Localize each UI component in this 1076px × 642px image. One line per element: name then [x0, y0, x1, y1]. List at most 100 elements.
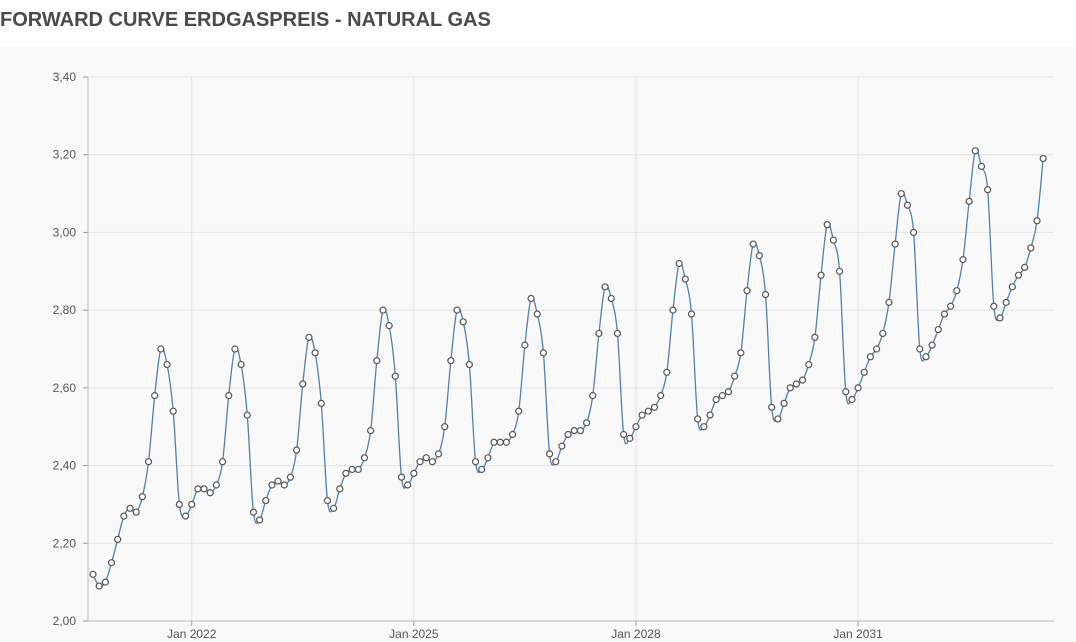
data-point[interactable] [114, 535, 122, 544]
data-point[interactable] [706, 411, 714, 419]
data-point[interactable] [835, 267, 844, 275]
data-point[interactable] [126, 504, 134, 512]
data-point[interactable] [416, 458, 424, 466]
data-point[interactable] [910, 228, 918, 237]
data-point[interactable] [255, 516, 264, 524]
data-point[interactable] [181, 512, 190, 520]
data-point[interactable] [1027, 244, 1035, 252]
data-point[interactable] [95, 582, 103, 590]
data-point[interactable] [262, 496, 270, 505]
data-point[interactable] [533, 310, 541, 318]
data-point[interactable] [663, 368, 671, 376]
data-point[interactable] [459, 318, 467, 326]
data-point[interactable] [632, 423, 640, 431]
data-point[interactable] [650, 403, 659, 411]
data-point[interactable] [570, 427, 578, 435]
data-point[interactable] [687, 310, 696, 318]
data-point[interactable] [724, 388, 733, 396]
data-point[interactable] [422, 454, 430, 462]
data-point[interactable] [866, 353, 875, 361]
data-point[interactable] [552, 458, 560, 466]
data-point[interactable] [620, 430, 628, 439]
data-point[interactable] [589, 392, 597, 400]
data-point[interactable] [613, 329, 622, 338]
data-point[interactable] [268, 481, 276, 489]
data-point[interactable] [410, 469, 418, 477]
data-point[interactable] [478, 465, 486, 474]
data-point[interactable] [854, 384, 862, 392]
data-point[interactable] [354, 465, 362, 474]
data-point[interactable] [657, 392, 665, 400]
data-point[interactable] [903, 201, 912, 209]
data-point[interactable] [434, 450, 443, 458]
data-point[interactable] [564, 430, 572, 439]
data-point[interactable] [206, 489, 214, 497]
data-point[interactable] [644, 407, 652, 415]
data-point[interactable] [293, 446, 301, 454]
data-point[interactable] [805, 360, 813, 369]
data-point[interactable] [1014, 271, 1023, 279]
data-point[interactable] [922, 353, 930, 361]
data-point[interactable] [768, 403, 776, 411]
data-point[interactable] [712, 395, 720, 404]
data-point[interactable] [1033, 217, 1041, 225]
data-point[interactable] [527, 294, 535, 303]
data-point[interactable] [737, 349, 745, 357]
data-point[interactable] [694, 415, 702, 423]
data-point[interactable] [212, 481, 220, 489]
data-point[interactable] [953, 287, 961, 295]
data-point[interactable] [947, 302, 955, 310]
data-point[interactable] [231, 345, 239, 353]
data-point[interactable] [243, 411, 251, 419]
data-point[interactable] [330, 504, 338, 512]
data-point[interactable] [441, 423, 449, 431]
data-point[interactable] [798, 376, 807, 384]
data-point[interactable] [761, 291, 770, 299]
data-point[interactable] [120, 512, 128, 520]
data-point[interactable] [774, 415, 782, 423]
data-point[interactable] [1002, 298, 1010, 306]
data-point[interactable] [996, 314, 1004, 322]
data-point[interactable] [897, 189, 905, 198]
data-point[interactable] [984, 186, 992, 194]
data-point[interactable] [249, 508, 258, 516]
data-point[interactable] [144, 458, 153, 466]
data-point[interactable] [311, 349, 319, 357]
data-point[interactable] [484, 454, 492, 462]
data-point[interactable] [379, 306, 387, 314]
data-point[interactable] [829, 236, 838, 244]
data-point[interactable] [817, 271, 825, 279]
data-point[interactable] [879, 329, 887, 338]
data-point[interactable] [465, 360, 473, 369]
data-point[interactable] [842, 388, 850, 396]
data-point[interactable] [496, 438, 504, 446]
data-point[interactable] [675, 259, 683, 268]
data-point[interactable] [669, 306, 677, 314]
data-point[interactable] [274, 477, 282, 485]
data-point[interactable] [107, 559, 116, 567]
data-point[interactable] [1008, 283, 1016, 291]
data-point[interactable] [490, 438, 498, 446]
data-point[interactable] [132, 508, 140, 516]
data-point[interactable] [891, 240, 899, 248]
data-point[interactable] [539, 349, 548, 357]
data-point[interactable] [626, 434, 634, 442]
data-point[interactable] [743, 287, 751, 295]
data-point[interactable] [990, 302, 998, 310]
data-point[interactable] [582, 419, 591, 427]
data-point[interactable] [101, 578, 109, 586]
data-point[interactable] [471, 458, 480, 466]
data-point[interactable] [965, 197, 973, 205]
data-point[interactable] [447, 357, 455, 365]
data-point[interactable] [860, 368, 868, 376]
data-point[interactable] [576, 427, 585, 435]
data-point[interactable] [218, 458, 227, 466]
data-point[interactable] [780, 399, 788, 407]
data-point[interactable] [607, 294, 615, 303]
data-point[interactable] [515, 407, 523, 415]
data-point[interactable] [521, 341, 529, 349]
data-point[interactable] [391, 372, 399, 380]
data-point[interactable] [959, 256, 967, 264]
data-point[interactable] [428, 458, 436, 466]
data-point[interactable] [151, 392, 159, 400]
